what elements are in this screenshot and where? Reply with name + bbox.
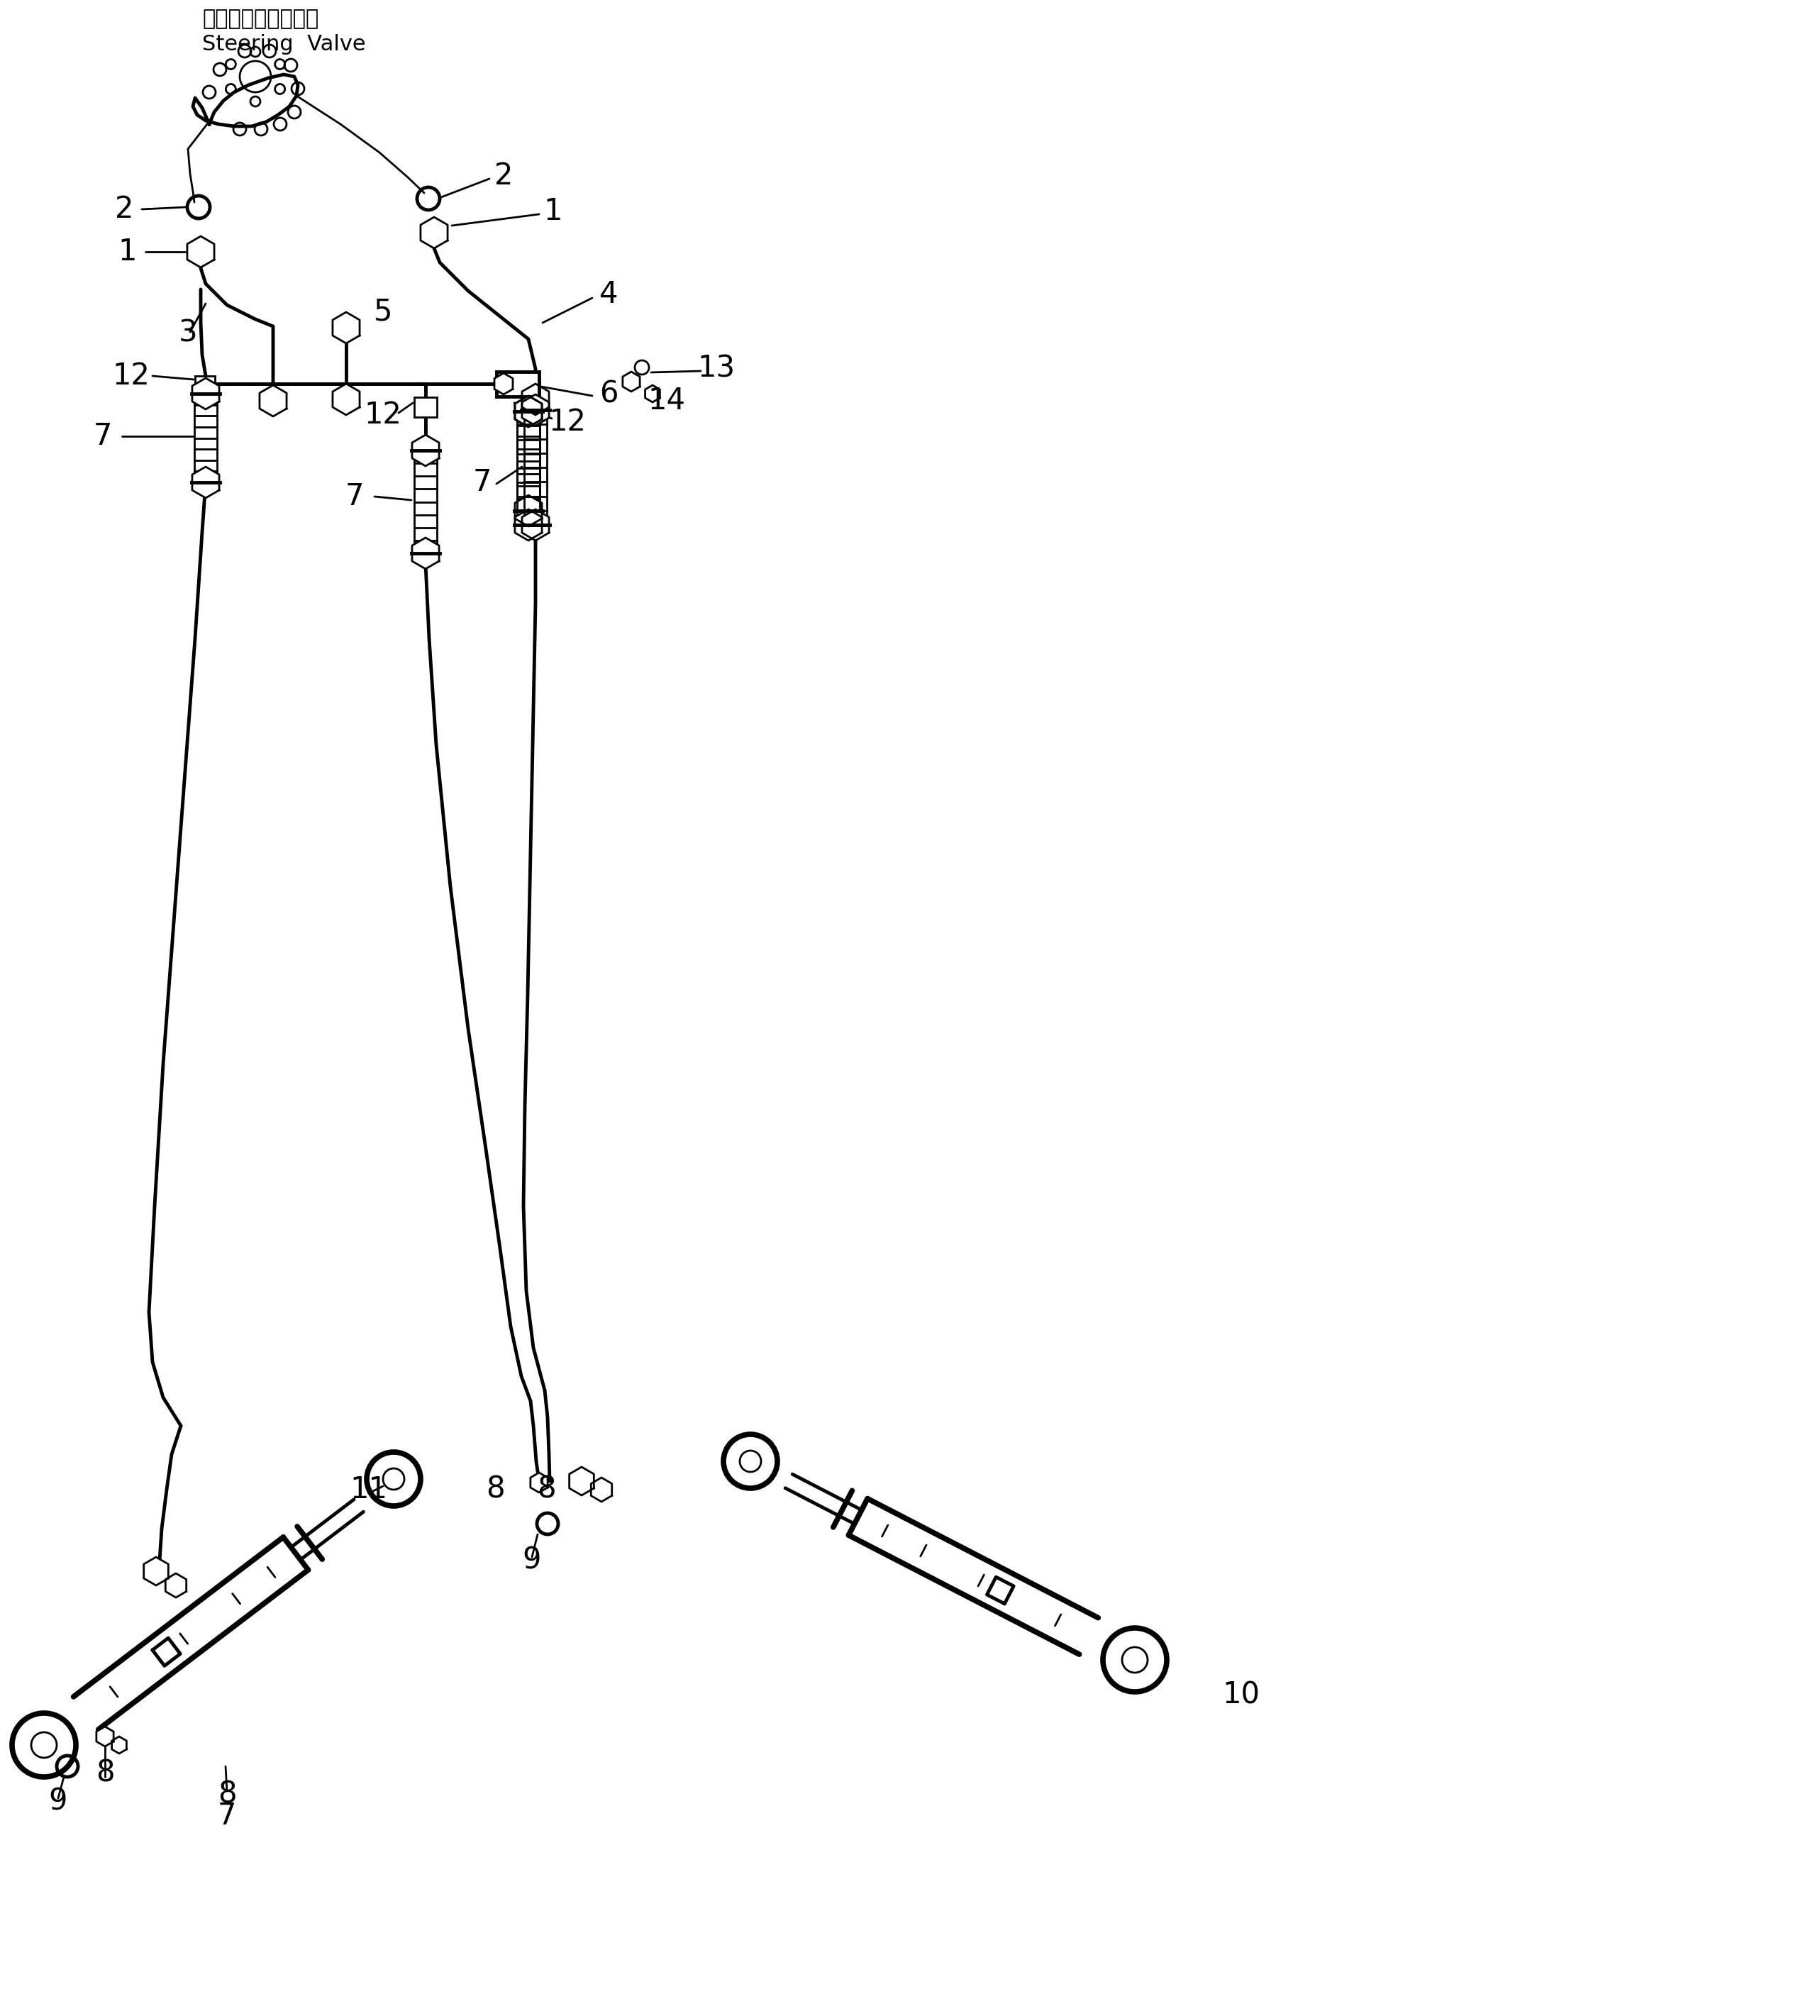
- Polygon shape: [187, 236, 215, 268]
- Text: 12: 12: [364, 399, 402, 429]
- Text: 2: 2: [115, 194, 133, 224]
- Text: 7: 7: [218, 1800, 237, 1831]
- Bar: [195, 375, 215, 391]
- Text: 2: 2: [495, 161, 513, 192]
- Polygon shape: [193, 75, 298, 127]
- Text: ステアリングバルブ: ステアリングバルブ: [202, 8, 318, 28]
- Text: 11: 11: [349, 1476, 388, 1504]
- Text: 13: 13: [697, 355, 735, 383]
- Polygon shape: [515, 395, 542, 427]
- Text: 1: 1: [544, 196, 562, 226]
- Polygon shape: [411, 435, 439, 466]
- Text: 8: 8: [537, 1476, 555, 1504]
- Text: 14: 14: [648, 385, 686, 415]
- Text: 8: 8: [95, 1758, 115, 1788]
- Text: Steering  Valve: Steering Valve: [202, 34, 366, 54]
- Text: 12: 12: [113, 361, 149, 391]
- Polygon shape: [166, 1572, 186, 1597]
- Polygon shape: [530, 1472, 548, 1492]
- Polygon shape: [570, 1468, 593, 1496]
- Polygon shape: [96, 1726, 113, 1746]
- Polygon shape: [515, 496, 542, 526]
- Text: 1: 1: [118, 238, 136, 266]
- Bar: [415, 397, 437, 417]
- Text: 4: 4: [599, 280, 619, 308]
- Polygon shape: [515, 510, 542, 540]
- Polygon shape: [260, 385, 286, 417]
- Polygon shape: [193, 468, 218, 498]
- Polygon shape: [411, 538, 439, 569]
- Polygon shape: [522, 510, 550, 540]
- Polygon shape: [144, 1556, 167, 1585]
- Polygon shape: [193, 379, 218, 409]
- Text: 7: 7: [93, 421, 113, 452]
- Bar: [497, 371, 539, 397]
- Text: 12: 12: [548, 407, 586, 437]
- Text: 5: 5: [373, 296, 393, 327]
- Text: 3: 3: [178, 319, 197, 349]
- Polygon shape: [515, 395, 542, 427]
- Polygon shape: [522, 395, 550, 425]
- Text: 9: 9: [49, 1786, 67, 1816]
- Polygon shape: [592, 1478, 612, 1502]
- Text: 7: 7: [346, 482, 364, 512]
- Text: 8: 8: [218, 1780, 237, 1810]
- Text: 7: 7: [473, 468, 491, 498]
- Polygon shape: [644, 385, 661, 403]
- Polygon shape: [420, 218, 448, 248]
- Polygon shape: [111, 1736, 127, 1754]
- Polygon shape: [333, 383, 360, 415]
- Text: 8: 8: [486, 1476, 504, 1504]
- Polygon shape: [622, 371, 641, 391]
- Text: 9: 9: [522, 1546, 541, 1574]
- Polygon shape: [333, 312, 360, 343]
- Polygon shape: [495, 373, 513, 395]
- Polygon shape: [522, 383, 550, 415]
- Text: 10: 10: [1223, 1681, 1259, 1710]
- Text: 6: 6: [599, 379, 619, 409]
